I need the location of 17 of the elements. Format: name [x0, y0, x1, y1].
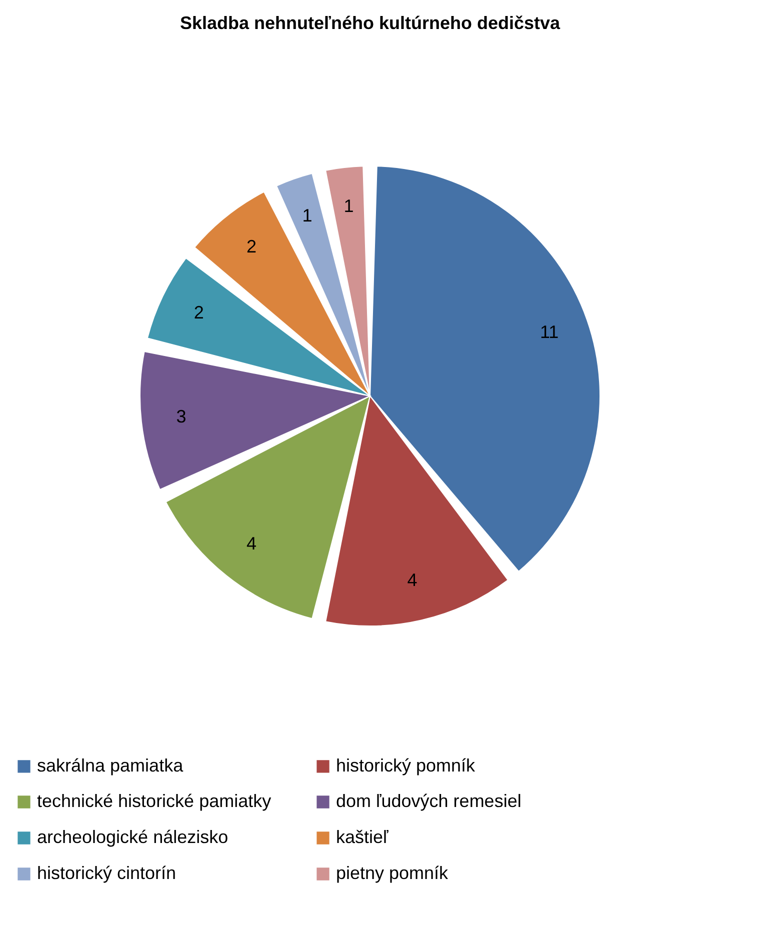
data-label: 4 — [246, 534, 257, 554]
data-label: 2 — [194, 302, 204, 323]
data-label: 11 — [540, 322, 559, 342]
chart-title: Skladba nehnuteľného kultúrneho dedičstva — [180, 13, 561, 33]
data-label: 4 — [407, 570, 418, 590]
data-label: 2 — [246, 236, 257, 256]
legend-label: historický cintorín — [37, 863, 176, 883]
legend-label: dom ľudových remesiel — [336, 791, 522, 811]
data-label: 3 — [176, 406, 186, 426]
legend-label: archeologické nálezisko — [37, 827, 228, 847]
legend-label: kaštieľ — [336, 827, 390, 847]
legend-label: pietny pomník — [336, 863, 450, 883]
legend-label: sakrálna pamiatka — [37, 755, 184, 776]
data-label: 1 — [302, 206, 312, 226]
data-label: 1 — [344, 196, 354, 216]
legend-label: technické historické pamiatky — [37, 791, 272, 811]
legend-label: historický pomník — [336, 755, 476, 776]
